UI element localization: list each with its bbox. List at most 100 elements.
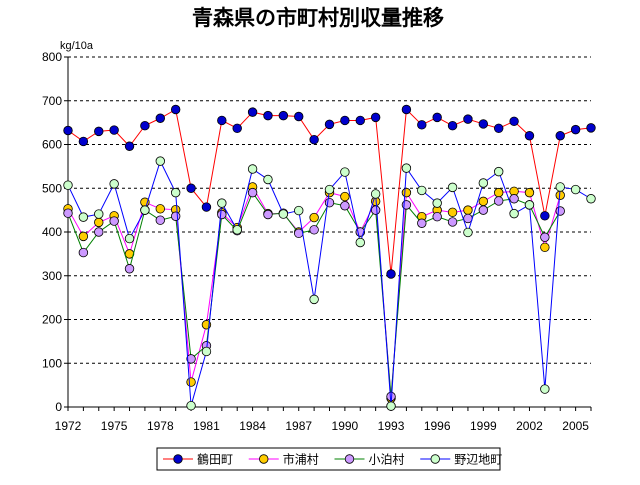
data-point: [324, 197, 335, 208]
data-point: [401, 163, 412, 173]
data-point: [509, 194, 519, 204]
data-point: [509, 116, 519, 127]
data-point: [94, 217, 104, 228]
data-point: [494, 123, 504, 134]
data-point: [294, 111, 304, 122]
data-point: [309, 294, 319, 305]
data-point: [186, 354, 196, 364]
data-point: [509, 208, 519, 219]
data-point: [186, 400, 196, 411]
x-tick-label: 1996: [424, 419, 451, 433]
data-point: [340, 191, 350, 202]
x-tick-label: 1975: [101, 419, 128, 433]
data-point: [109, 125, 119, 135]
legend-marker: [344, 454, 355, 464]
data-point: [170, 104, 181, 115]
data-point: [447, 182, 458, 193]
data-point: [447, 217, 458, 227]
data-point: [186, 183, 196, 193]
data-point: [309, 212, 319, 223]
data-point: [478, 205, 489, 215]
data-point: [478, 196, 489, 207]
legend-box: [156, 447, 501, 471]
data-point: [417, 120, 427, 130]
legend-marker: [259, 454, 269, 464]
legend-label: 野辺地町: [454, 453, 502, 467]
x-tick-label: 1987: [285, 419, 312, 433]
data-point: [540, 211, 550, 221]
y-tick-label: 600: [42, 138, 62, 152]
data-point: [586, 194, 596, 204]
series-group: [63, 104, 596, 411]
y-tick-labels: 0 100 200 300 400 500 600 700 800: [42, 50, 62, 414]
data-point: [140, 120, 150, 131]
data-point: [417, 185, 427, 196]
data-point: [78, 231, 89, 242]
data-point: [570, 184, 581, 195]
data-point: [63, 180, 73, 190]
legend-label: 鶴田町: [197, 452, 233, 467]
data-point: [540, 242, 550, 253]
data-point: [432, 211, 442, 222]
data-point: [247, 164, 258, 174]
data-point: [232, 225, 242, 235]
y-axis-unit: kg/10a: [60, 40, 94, 52]
data-point: [447, 207, 458, 218]
data-point: [247, 107, 258, 117]
data-point: [340, 115, 350, 126]
data-point: [432, 112, 442, 123]
y-tick-label: 400: [42, 225, 62, 239]
y-tick-label: 800: [42, 50, 62, 64]
y-tick-label: 100: [42, 356, 62, 370]
data-point: [309, 134, 319, 145]
data-point: [263, 209, 273, 220]
data-point: [155, 156, 165, 166]
data-point: [94, 126, 104, 137]
data-point: [370, 112, 381, 123]
data-point: [540, 232, 550, 242]
data-point: [263, 110, 273, 121]
data-point: [355, 237, 365, 248]
data-point: [155, 113, 165, 123]
data-point: [124, 141, 135, 151]
x-tick-label: 2002: [516, 419, 543, 433]
data-point: [201, 202, 212, 212]
x-tick-label: 2005: [562, 419, 589, 433]
data-point: [463, 114, 473, 124]
chart-title: 青森県の市町村別収量推移: [192, 6, 444, 30]
data-point: [324, 119, 335, 130]
data-point: [94, 209, 104, 219]
data-point: [170, 211, 181, 221]
series-line: [67, 191, 561, 397]
data-point: [386, 269, 396, 279]
data-point: [524, 131, 535, 141]
data-point: [155, 215, 165, 225]
data-point: [570, 124, 581, 135]
series-4: [63, 156, 596, 411]
data-point: [124, 264, 135, 274]
data-point: [94, 227, 104, 237]
data-point: [263, 174, 273, 185]
data-point: [524, 200, 535, 210]
data-point: [278, 110, 289, 121]
legend-label: 小泊村: [369, 453, 405, 467]
legend-marker: [430, 454, 440, 464]
data-point: [78, 247, 89, 258]
y-tick-label: 700: [42, 94, 62, 108]
series-2: [63, 182, 565, 403]
data-point: [217, 198, 227, 208]
legend-marker: [173, 454, 183, 464]
data-point: [447, 120, 458, 131]
data-point: [432, 198, 442, 208]
data-point: [78, 212, 89, 222]
x-tick-labels: 1972 1975 1978 1981 1984 1987 1990 1993 1996 1999…: [55, 419, 590, 433]
data-point: [140, 205, 150, 215]
data-point: [401, 187, 412, 198]
data-point: [417, 218, 427, 228]
series-1: [63, 104, 596, 279]
data-point: [463, 227, 473, 238]
data-point: [232, 123, 242, 134]
data-point: [478, 178, 489, 188]
data-point: [186, 377, 196, 387]
data-point: [494, 166, 504, 177]
